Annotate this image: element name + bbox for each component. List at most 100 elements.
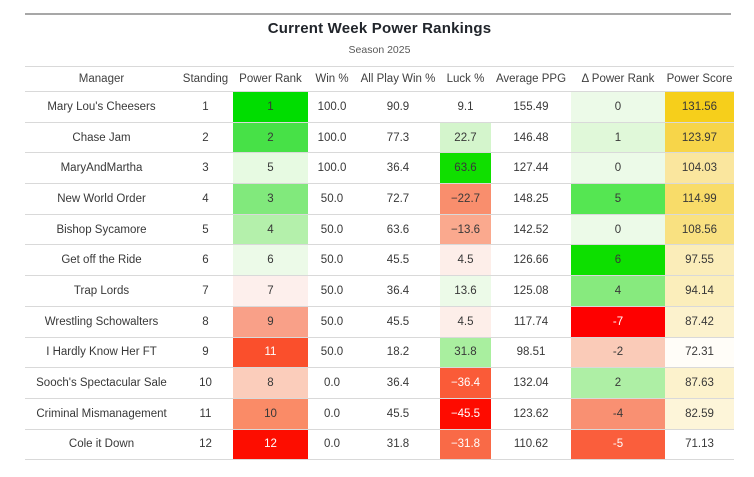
cell-manager: Chase Jam bbox=[72, 131, 131, 144]
cell-standing: 9 bbox=[202, 346, 209, 359]
cell-standing: 11 bbox=[199, 407, 212, 420]
cell-win-pct: 0.0 bbox=[324, 377, 340, 390]
cell-win-pct: 100.0 bbox=[317, 131, 347, 144]
cell-all-play-win-pct: 18.2 bbox=[386, 346, 410, 359]
cell-power-score: 114.99 bbox=[665, 183, 734, 215]
table-row: MaryAndMartha 3 5 100.0 36.4 63.6 127.44 0 104.0… bbox=[25, 152, 734, 184]
cell-win-pct: 50.0 bbox=[320, 223, 344, 236]
cell-standing: 12 bbox=[199, 438, 212, 451]
table-row: Criminal Mismanagement 11 10 0.0 45.5 −45.5 12… bbox=[25, 398, 734, 430]
cell-average-ppg: 117.74 bbox=[513, 315, 549, 328]
cell-manager: Cole it Down bbox=[68, 438, 135, 451]
cell-average-ppg: 110.62 bbox=[513, 438, 549, 451]
cell-power-score: 87.42 bbox=[665, 306, 734, 337]
cell-luck-pct: −36.4 bbox=[440, 367, 491, 399]
cell-average-ppg: 127.44 bbox=[513, 162, 549, 175]
cell-win-pct: 0.0 bbox=[324, 438, 340, 451]
cell-all-play-win-pct: 31.8 bbox=[386, 438, 410, 451]
cell-luck-pct: 4.5 bbox=[440, 306, 491, 337]
cell-win-pct: 50.0 bbox=[320, 192, 344, 205]
cell-power-score: 72.31 bbox=[665, 337, 734, 368]
cell-standing: 2 bbox=[202, 131, 209, 144]
column-header-win-pct: Win % bbox=[315, 73, 349, 85]
cell-standing: 6 bbox=[202, 254, 209, 267]
top-divider bbox=[25, 13, 731, 15]
cell-manager: Criminal Mismanagement bbox=[36, 407, 167, 420]
cell-luck-pct: 63.6 bbox=[440, 152, 491, 184]
cell-delta-power-rank: 2 bbox=[571, 367, 665, 399]
power-rankings-table: Manager Standing Power Rank Win % All Play W… bbox=[25, 66, 734, 460]
cell-power-score: 71.13 bbox=[665, 429, 734, 460]
cell-power-score: 97.55 bbox=[665, 244, 734, 276]
table-row: Bishop Sycamore 5 4 50.0 63.6 −13.6 142.52 0 108… bbox=[25, 214, 734, 245]
cell-manager: MaryAndMartha bbox=[60, 162, 143, 175]
table-row: Cole it Down 12 12 0.0 31.8 −31.8 110.62 -5 71.1… bbox=[25, 429, 734, 460]
column-header-power-score: Power Score bbox=[666, 73, 733, 85]
cell-delta-power-rank: -7 bbox=[571, 306, 665, 337]
cell-all-play-win-pct: 45.5 bbox=[386, 407, 410, 420]
cell-luck-pct: −13.6 bbox=[440, 214, 491, 245]
cell-manager: I Hardly Know Her FT bbox=[46, 346, 157, 359]
cell-power-rank: 6 bbox=[233, 244, 308, 276]
cell-power-score: 87.63 bbox=[665, 367, 734, 399]
table-row: I Hardly Know Her FT 9 11 50.0 18.2 31.8 98.51… bbox=[25, 337, 734, 368]
cell-manager: Wrestling Schowalters bbox=[44, 315, 159, 328]
chart-subtitle: Season 2025 bbox=[348, 44, 411, 56]
cell-delta-power-rank: 5 bbox=[571, 183, 665, 215]
cell-power-rank: 11 bbox=[233, 337, 308, 368]
cell-all-play-win-pct: 77.3 bbox=[386, 131, 410, 144]
cell-all-play-win-pct: 36.4 bbox=[386, 162, 410, 175]
column-header-delta-power-rank: Δ Power Rank bbox=[581, 73, 655, 85]
cell-luck-pct: 22.7 bbox=[440, 122, 491, 153]
column-header-standing: Standing bbox=[182, 73, 229, 85]
cell-luck-pct: 9.1 bbox=[440, 91, 491, 123]
cell-power-rank: 3 bbox=[233, 183, 308, 215]
cell-all-play-win-pct: 90.9 bbox=[386, 100, 410, 113]
cell-delta-power-rank: -2 bbox=[571, 337, 665, 368]
table-row: Wrestling Schowalters 8 9 50.0 45.5 4.5 117.74… bbox=[25, 306, 734, 337]
cell-luck-pct: −22.7 bbox=[440, 183, 491, 215]
cell-delta-power-rank: -4 bbox=[571, 398, 665, 430]
cell-standing: 1 bbox=[202, 100, 209, 113]
cell-delta-power-rank: 0 bbox=[571, 214, 665, 245]
cell-power-score: 104.03 bbox=[665, 152, 734, 184]
cell-average-ppg: 148.25 bbox=[513, 192, 549, 205]
cell-power-rank: 4 bbox=[233, 214, 308, 245]
cell-power-rank: 10 bbox=[233, 398, 308, 430]
column-header-luck-pct: Luck % bbox=[446, 73, 485, 85]
cell-win-pct: 50.0 bbox=[320, 315, 344, 328]
cell-power-rank: 12 bbox=[233, 429, 308, 460]
cell-standing: 3 bbox=[202, 162, 209, 175]
cell-manager: Bishop Sycamore bbox=[56, 223, 147, 236]
cell-average-ppg: 98.51 bbox=[516, 346, 546, 359]
cell-delta-power-rank: 4 bbox=[571, 275, 665, 307]
cell-manager: New World Order bbox=[57, 192, 146, 205]
cell-average-ppg: 125.08 bbox=[513, 284, 549, 297]
cell-power-rank: 2 bbox=[233, 122, 308, 153]
cell-all-play-win-pct: 45.5 bbox=[386, 254, 410, 267]
table-header-row: Manager Standing Power Rank Win % All Play W… bbox=[25, 66, 734, 92]
cell-all-play-win-pct: 45.5 bbox=[386, 315, 410, 328]
table-row: Trap Lords 7 7 50.0 36.4 13.6 125.08 4 94.14 bbox=[25, 275, 734, 307]
cell-luck-pct: 31.8 bbox=[440, 337, 491, 368]
cell-power-score: 131.56 bbox=[665, 91, 734, 123]
cell-average-ppg: 155.49 bbox=[513, 100, 549, 113]
cell-average-ppg: 132.04 bbox=[513, 377, 549, 390]
cell-manager: Trap Lords bbox=[73, 284, 130, 297]
cell-power-rank: 8 bbox=[233, 367, 308, 399]
cell-all-play-win-pct: 72.7 bbox=[386, 192, 410, 205]
cell-average-ppg: 146.48 bbox=[513, 131, 549, 144]
cell-power-rank: 5 bbox=[233, 152, 308, 184]
cell-power-rank: 9 bbox=[233, 306, 308, 337]
cell-average-ppg: 142.52 bbox=[513, 223, 549, 236]
cell-luck-pct: 4.5 bbox=[440, 244, 491, 276]
cell-delta-power-rank: 6 bbox=[571, 244, 665, 276]
cell-win-pct: 100.0 bbox=[317, 162, 347, 175]
cell-standing: 5 bbox=[202, 223, 209, 236]
cell-win-pct: 50.0 bbox=[320, 254, 344, 267]
cell-delta-power-rank: 0 bbox=[571, 91, 665, 123]
column-header-all-play-win-pct: All Play Win % bbox=[360, 73, 436, 85]
cell-delta-power-rank: -5 bbox=[571, 429, 665, 460]
column-header-power-rank: Power Rank bbox=[239, 73, 302, 85]
